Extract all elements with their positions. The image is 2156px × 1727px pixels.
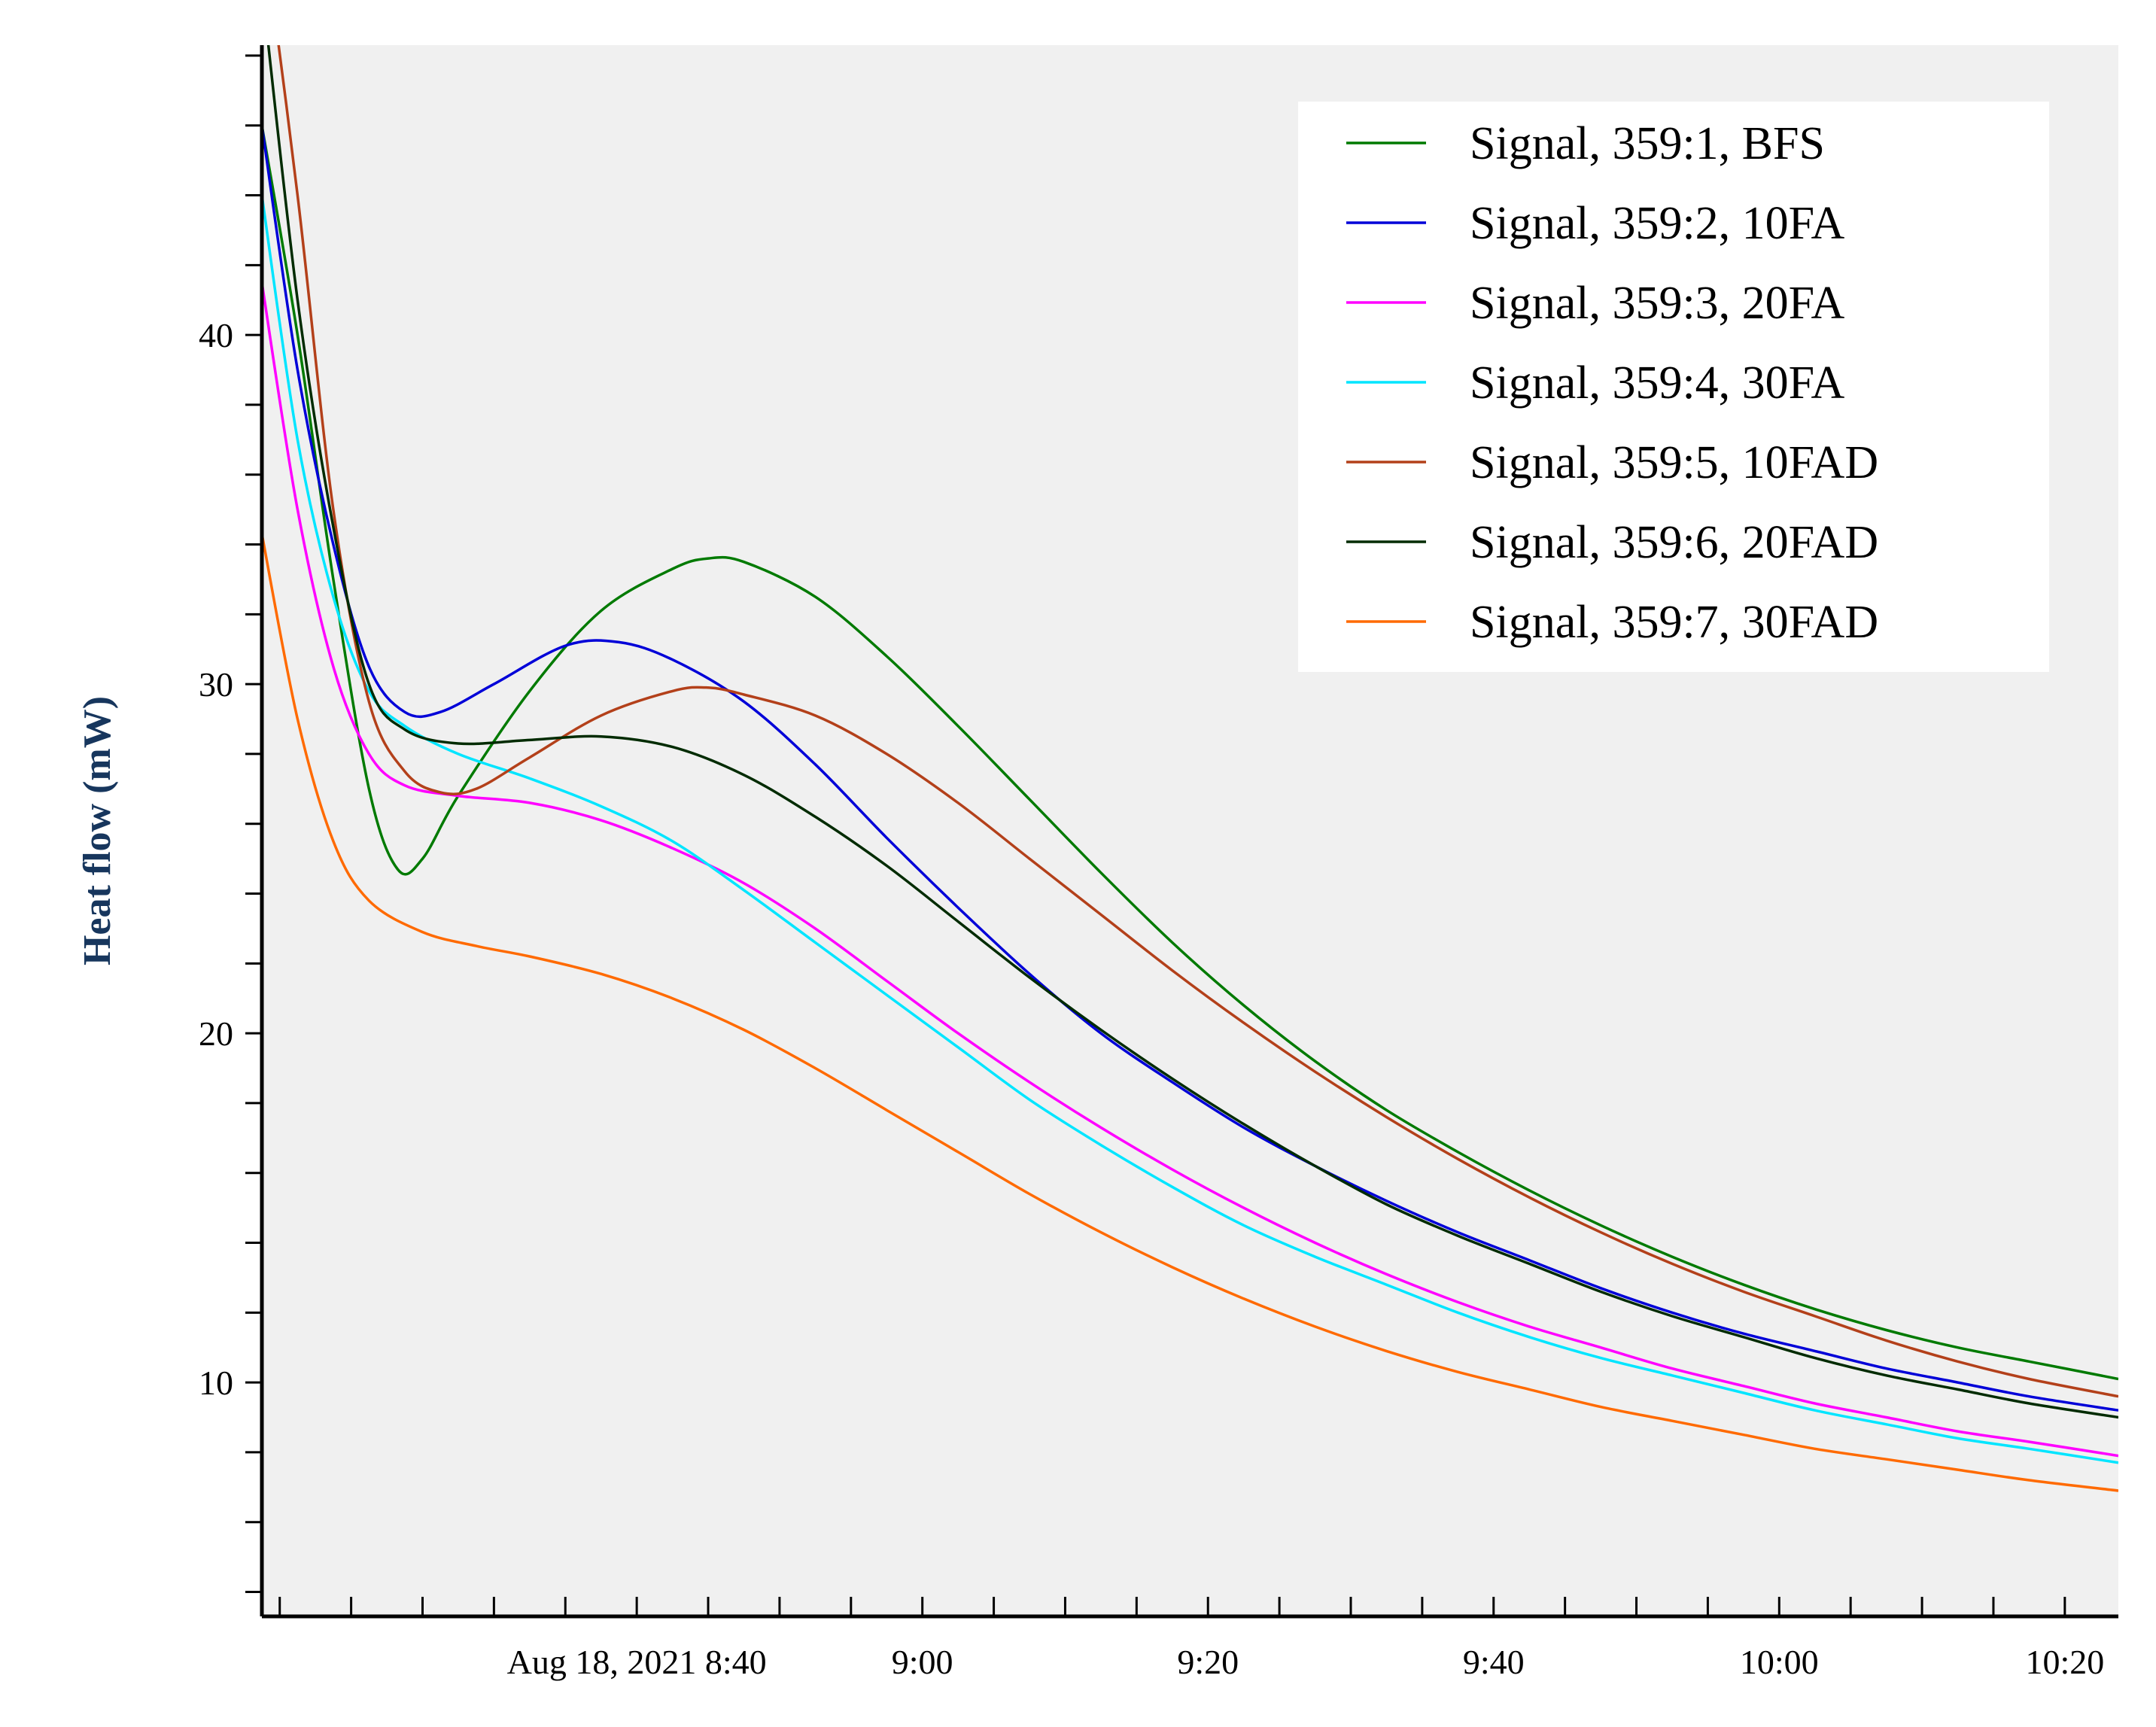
- y-tick-label: 20: [199, 1014, 233, 1053]
- legend-label-7: Signal, 359:7, 30FAD: [1470, 597, 1878, 648]
- y-axis-title: Heat flow (mW): [76, 696, 119, 965]
- series-line-6: [266, 45, 2118, 1419]
- series-line-7: [262, 534, 2118, 1492]
- legend-label-1: Signal, 359:1, BFS: [1470, 118, 1825, 169]
- y-tick-label: 10: [199, 1364, 233, 1402]
- legend-box: [1298, 102, 2049, 672]
- y-tick-label: 40: [199, 316, 233, 354]
- series-line-3: [262, 282, 2118, 1458]
- series-layer: [262, 45, 2118, 1492]
- x-tick-label: Aug 18, 2021 8:40: [507, 1643, 767, 1681]
- legend-label-6: Signal, 359:6, 20FAD: [1470, 517, 1878, 568]
- series-line-1: [262, 125, 2118, 1381]
- legend: Signal, 359:1, BFS Signal, 359:2, 10FA Sig…: [1298, 102, 2049, 672]
- y-tick-label: 30: [199, 665, 233, 704]
- x-tick-label: 10:20: [2025, 1643, 2104, 1681]
- series-line-5: [277, 45, 2118, 1398]
- x-tick-label: 10:00: [1740, 1643, 1819, 1681]
- legend-label-5: Signal, 359:5, 10FAD: [1470, 437, 1878, 488]
- legend-label-2: Signal, 359:2, 10FA: [1470, 198, 1845, 249]
- series-line-2: [262, 125, 2118, 1412]
- y-axis-ticks: 10 20 30 40: [199, 54, 262, 1594]
- x-tick-label: 9:20: [1177, 1643, 1239, 1681]
- x-tick-label: 9:40: [1463, 1643, 1525, 1681]
- legend-label-4: Signal, 359:4, 30FA: [1470, 357, 1845, 409]
- x-axis-ticks: Aug 18, 2021 8:40 9:00 9:20 9:40 10:00 10:20: [278, 1597, 2104, 1681]
- legend-label-3: Signal, 359:3, 20FA: [1470, 278, 1845, 329]
- series-line-4: [262, 195, 2118, 1464]
- x-tick-label: 9:00: [892, 1643, 953, 1681]
